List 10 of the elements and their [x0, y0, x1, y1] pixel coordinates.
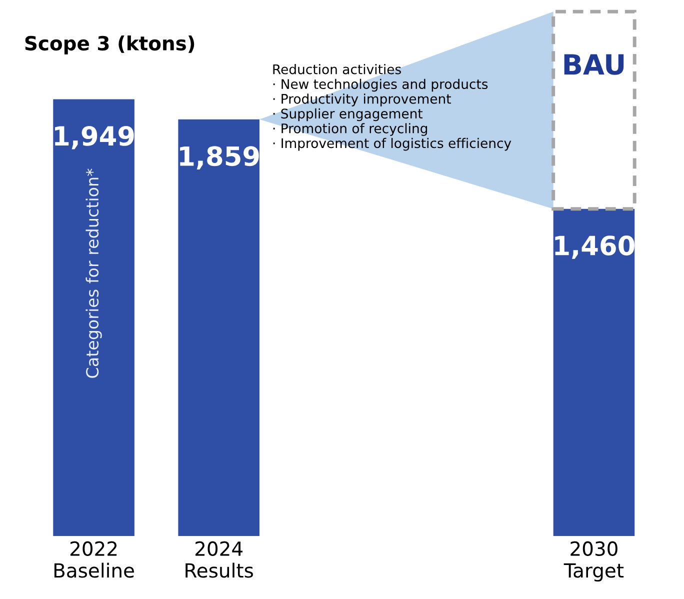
series-label: BAU	[564, 54, 624, 75]
x-tick-label: 2024 Results	[186, 541, 253, 578]
annotation: Reduction activities · New technologies and products · Productivity improvement · Supplier engagement · Promotion of recycling · Improvement of logistics efficiency	[273, 64, 512, 151]
data-label: 1,859	[180, 146, 259, 170]
data-label: 1,460	[555, 236, 634, 259]
text: Scope 3 (ktons)	[25, 36, 194, 54]
x-tick-label: 2022 Baseline	[54, 541, 134, 578]
x-tick-label: 2030 Target	[564, 541, 624, 582]
annotation: Categories for reduction*	[86, 168, 102, 378]
data-label: 1,949	[55, 126, 134, 150]
